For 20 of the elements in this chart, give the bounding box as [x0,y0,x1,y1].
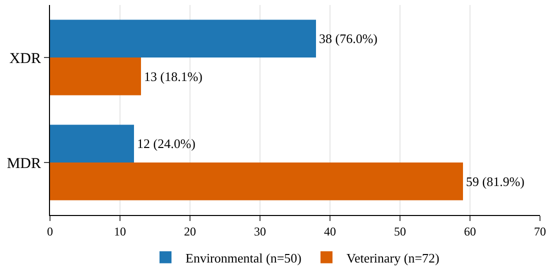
data-label: 13 (18.1%) [144,68,202,84]
x-tick-label: 30 [254,224,266,238]
x-tick-label: 40 [324,224,336,238]
bar [50,58,141,96]
x-tick-label: 10 [114,224,126,238]
y-tick-label: XDR [9,50,41,67]
y-tick-label: MDR [6,156,41,172]
x-tick-label: 20 [184,224,196,238]
x-tick-label: 50 [394,224,406,238]
bar [50,124,134,162]
x-tick-label: 60 [464,224,476,238]
data-label: 12 (24.0%) [137,136,196,152]
x-tick-label: 70 [534,224,546,238]
data-label: 59 (81.9%) [466,174,524,189]
data-label: 38 (76.0%) [319,31,378,46]
legend-label: Veterinary (n=72) [346,250,440,266]
x-tick-label: 0 [47,224,53,238]
bar [50,162,463,200]
bar [50,20,316,58]
legend-label: Environmental (n=50) [186,250,302,266]
